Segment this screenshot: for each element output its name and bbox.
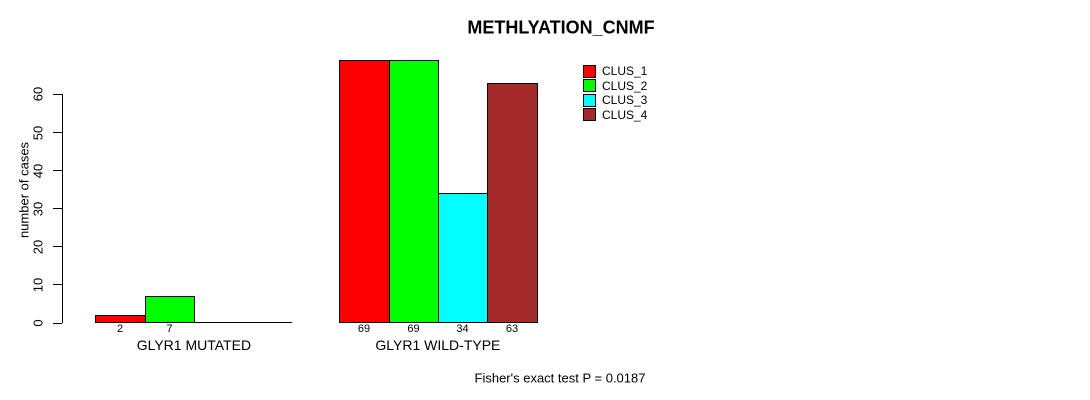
annotation-text: Fisher's exact test P = 0.0187 [474, 370, 646, 386]
legend-item-clus_4: CLUS_4 [583, 108, 647, 122]
y-tick-label: 50 [30, 125, 46, 140]
chart-title: METHLYATION_CNMF [467, 17, 655, 38]
legend-label: CLUS_4 [602, 107, 648, 122]
y-tick [53, 170, 62, 172]
group-label: GLYR1 WILD-TYPE [375, 337, 501, 353]
bar-clus_2 [389, 60, 439, 323]
legend-item-clus_3: CLUS_3 [583, 93, 647, 107]
y-tick [53, 246, 62, 248]
legend-label: CLUS_2 [602, 78, 648, 93]
y-tick-label: 0 [30, 319, 46, 327]
bar-value-label: 63 [505, 323, 519, 335]
legend-label: CLUS_1 [602, 64, 648, 78]
bar-clus_4 [487, 83, 538, 323]
bar-value-label: 69 [357, 323, 371, 335]
bar-value-label: 2 [116, 323, 124, 335]
y-tick [53, 132, 62, 133]
y-tick-label: 40 [30, 163, 46, 178]
y-tick-label: 20 [30, 239, 46, 255]
bar-value-label: 69 [407, 323, 420, 335]
y-tick-label: 30 [30, 201, 46, 216]
legend-item-clus_1: CLUS_1 [583, 64, 647, 78]
y-tick [53, 284, 62, 286]
y-tick-label: 10 [30, 277, 46, 293]
y-axis-title: number of cases [16, 141, 32, 239]
bar-clus_3 [438, 193, 488, 323]
y-tick [53, 208, 62, 210]
bar-value-label: 34 [456, 323, 469, 335]
y-tick [53, 322, 62, 324]
legend-swatch [583, 93, 596, 107]
bar-clus_1 [339, 60, 390, 323]
legend-swatch [583, 108, 596, 122]
legend-item-clus_2: CLUS_2 [583, 79, 647, 93]
y-tick [53, 93, 62, 95]
bar-clus_2 [145, 296, 195, 323]
legend-label: CLUS_3 [602, 93, 648, 108]
group-label: GLYR1 MUTATED [136, 337, 252, 353]
y-axis-line [62, 93, 63, 324]
bar-clus_1 [95, 315, 146, 323]
bar-value-label: 7 [166, 323, 173, 335]
legend-swatch [583, 79, 596, 93]
y-tick-label: 60 [30, 87, 46, 102]
legend-swatch [583, 64, 596, 78]
